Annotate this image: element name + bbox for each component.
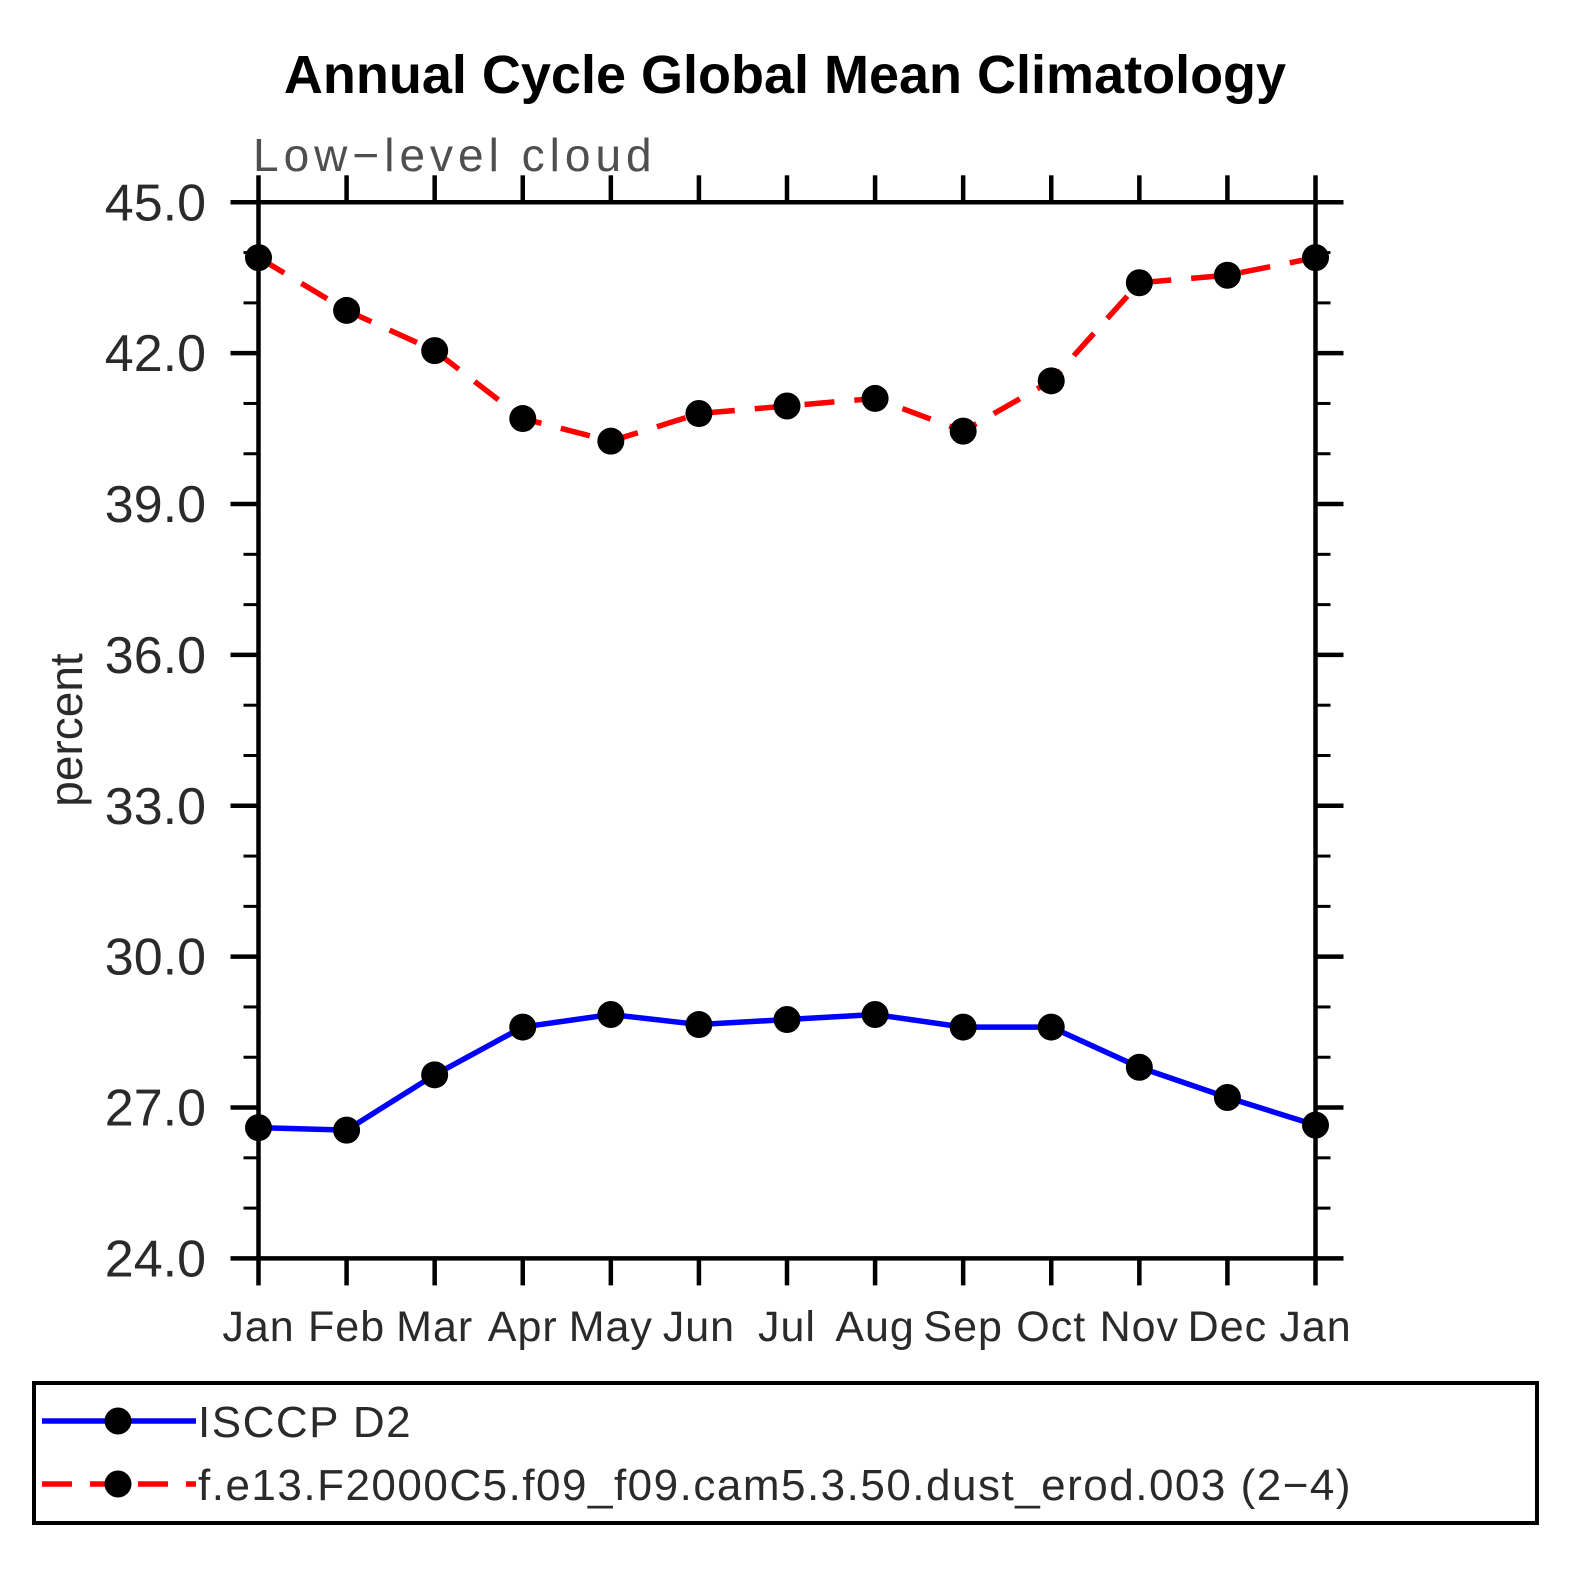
data-point (1302, 244, 1329, 272)
data-point (685, 1011, 713, 1039)
x-tick-label: Mar (396, 1303, 473, 1351)
plot-series (245, 244, 1329, 1144)
data-point (509, 1013, 537, 1041)
x-tick-label: May (569, 1303, 653, 1351)
y-tick-label: 45.0 (105, 174, 206, 232)
data-point (1213, 261, 1241, 289)
data-point (949, 417, 977, 445)
x-tick-label: Sep (923, 1303, 1003, 1351)
data-point (245, 244, 272, 272)
data-point (333, 296, 361, 324)
x-tick-label: Dec (1188, 1303, 1267, 1351)
data-point (1213, 1083, 1241, 1111)
data-point (1037, 367, 1065, 395)
data-point (861, 384, 889, 412)
legend: ISCCP D2 f.e13.F2000C5.f09_f09.cam5.3.50… (32, 1381, 1539, 1525)
legend-label-isccp: ISCCP D2 (198, 1398, 412, 1447)
chart-subtitle: Low−level cloud (253, 129, 657, 181)
y-tick-label: 24.0 (105, 1230, 206, 1288)
y-tick-label: 39.0 (105, 476, 206, 534)
data-point (421, 337, 449, 365)
data-point (773, 1006, 801, 1034)
x-tick-label: Jun (663, 1303, 735, 1351)
y-tick-label: 42.0 (105, 325, 206, 383)
x-tick-label: Jan (222, 1303, 294, 1351)
x-tick-label: Nov (1100, 1303, 1179, 1351)
x-tick-label: Jan (1279, 1303, 1351, 1351)
data-point (509, 405, 537, 433)
legend-box (32, 1381, 1539, 1525)
data-point (1125, 269, 1153, 297)
x-tick-label: Feb (308, 1303, 385, 1351)
y-tick-label: 36.0 (105, 627, 206, 685)
data-point (861, 1000, 889, 1028)
chart-title: Annual Cycle Global Mean Climatology (284, 45, 1286, 105)
data-point (685, 400, 713, 428)
data-point (949, 1013, 977, 1041)
y-tick-label: 30.0 (105, 929, 206, 987)
legend-item-isccp: ISCCP D2 (42, 1398, 412, 1447)
data-point (421, 1061, 449, 1089)
data-point (245, 1114, 272, 1142)
y-tick-label: 33.0 (105, 778, 206, 836)
legend-label-model: f.e13.F2000C5.f09_f09.cam5.3.50.dust_ero… (198, 1461, 1352, 1510)
y-axis-label: percent (40, 653, 92, 807)
data-point (1037, 1013, 1065, 1041)
data-point (773, 392, 801, 420)
data-point (1125, 1053, 1153, 1081)
data-point (1302, 1111, 1329, 1139)
data-point (333, 1116, 361, 1144)
data-point (597, 427, 625, 455)
y-tick-label: 27.0 (105, 1080, 206, 1138)
x-tick-label: Apr (488, 1303, 558, 1351)
legend-marker-dot (104, 1407, 132, 1435)
x-tick-label: Jul (758, 1303, 816, 1351)
x-tick-label: Aug (835, 1303, 915, 1351)
legend-item-model: f.e13.F2000C5.f09_f09.cam5.3.50.dust_ero… (42, 1461, 1352, 1510)
x-tick-label: Oct (1016, 1303, 1086, 1351)
legend-marker-dot (104, 1470, 132, 1498)
data-point (597, 1000, 625, 1028)
